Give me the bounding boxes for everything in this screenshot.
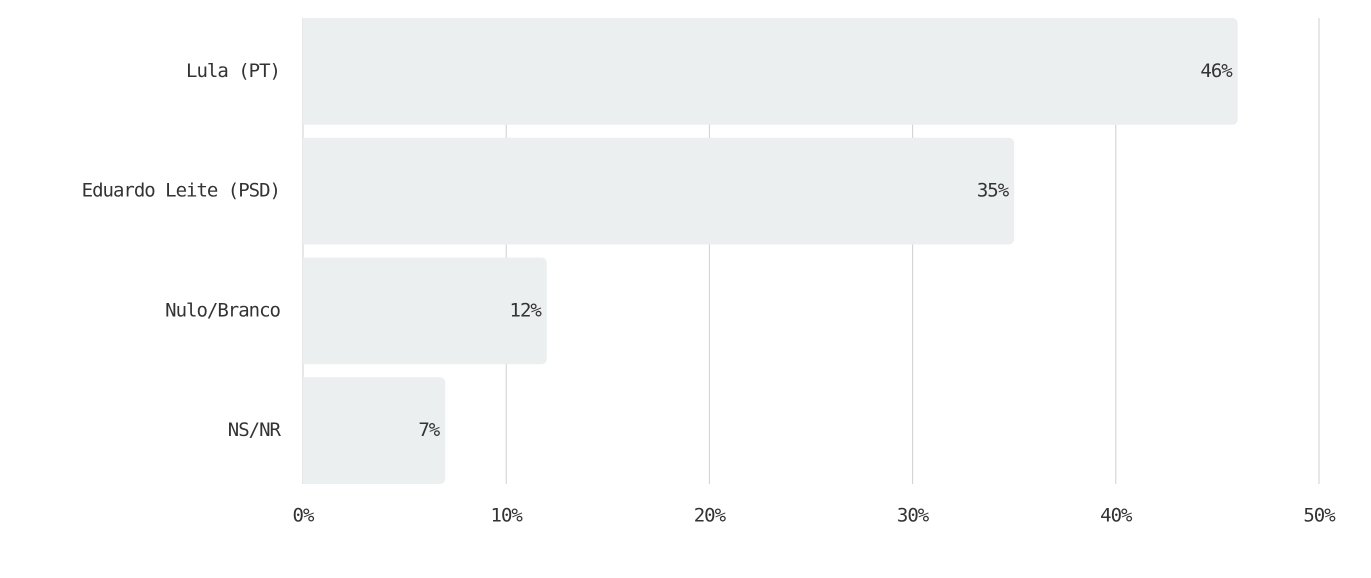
x-tick-label: 0% <box>293 505 315 527</box>
bar <box>303 137 1015 245</box>
value-label: 35% <box>977 180 1010 202</box>
x-tick-label: 20% <box>694 505 727 527</box>
y-tick-label: Nulo/Branco <box>165 299 280 321</box>
value-label: 46% <box>1200 60 1233 82</box>
y-tick-label: NS/NR <box>228 419 282 441</box>
x-tick-label: 10% <box>491 505 524 527</box>
x-tick-label: 40% <box>1100 505 1133 527</box>
bar <box>303 257 547 365</box>
value-label: 7% <box>418 419 440 441</box>
y-tick-label: Lula (PT) <box>186 60 280 82</box>
bar <box>303 18 1238 125</box>
y-tick-label: Eduardo Leite (PSD) <box>82 180 280 202</box>
x-tick-label: 50% <box>1303 505 1336 527</box>
x-tick-label: 30% <box>897 505 930 527</box>
bar <box>303 377 446 484</box>
value-label: 12% <box>510 299 543 321</box>
